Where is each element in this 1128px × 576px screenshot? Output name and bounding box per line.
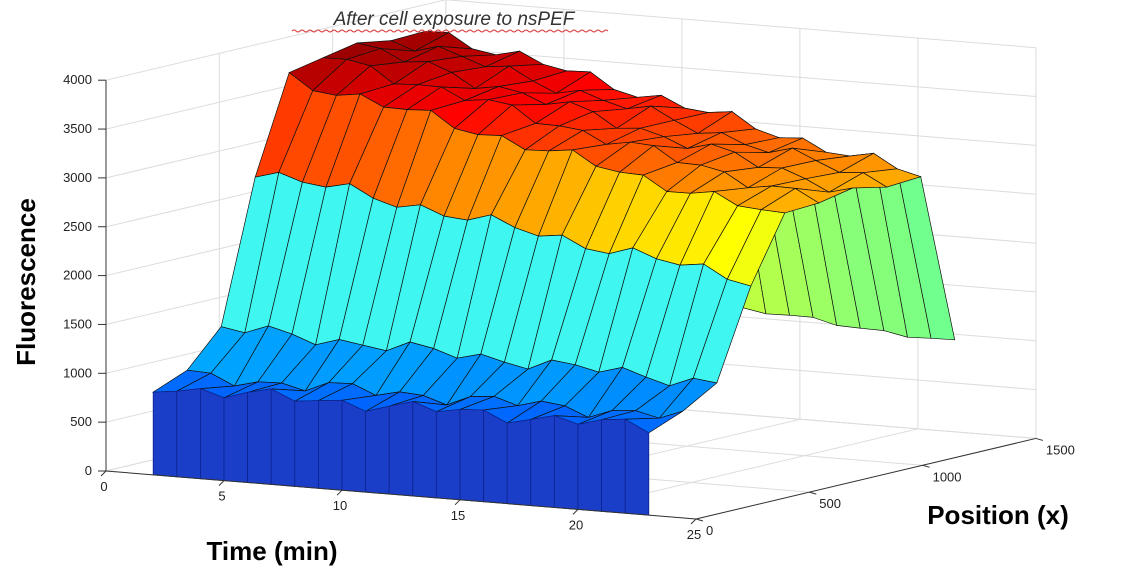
surface-skirt-face: [294, 400, 319, 489]
surface-skirt-face: [483, 409, 508, 505]
surface-skirt-face: [601, 418, 626, 514]
surface-skirt-face: [554, 415, 579, 510]
time-tick-mark: [100, 470, 107, 477]
surface-skirt-face: [365, 405, 390, 495]
grid-line-z: [105, 0, 1036, 81]
x-axis-title: Time (min): [207, 536, 338, 566]
surface-skirt-face: [270, 388, 296, 487]
time-tick-mark: [690, 518, 697, 525]
z-tick-label: 0: [85, 463, 92, 478]
z-tick-label: 500: [70, 414, 92, 429]
surface-skirt-face: [388, 401, 414, 497]
surface-skirt-face: [624, 418, 650, 516]
y-axis-title: Position (x): [927, 500, 1069, 530]
chart-title: After cell exposure to nsPEF: [333, 9, 576, 30]
time-tick-mark: [572, 509, 579, 515]
surface-skirt-face: [317, 399, 343, 491]
surface-skirt-face: [176, 388, 201, 480]
surface-skirt-face: [412, 400, 437, 499]
position-tick-mark: [922, 464, 930, 468]
time-axis-line: [105, 470, 697, 520]
time-tick-mark: [336, 489, 343, 496]
surface-skirt-face: [223, 391, 249, 483]
z-axis-title: Fluorescence: [11, 198, 41, 366]
position-tick-mark: [809, 491, 817, 495]
time-tick-label: 10: [333, 498, 347, 513]
time-tick-label: 20: [569, 517, 583, 532]
position-tick-label: 1000: [933, 469, 962, 484]
position-tick-label: 1500: [1046, 442, 1075, 457]
time-tick-label: 5: [218, 489, 225, 504]
time-tick-mark: [454, 499, 461, 506]
time-tick-label: 15: [451, 508, 465, 523]
surface-skirt-face: [152, 390, 178, 478]
z-tick-label: 2500: [63, 219, 92, 234]
z-tick-label: 1500: [63, 316, 92, 331]
surface-skirt-face: [577, 419, 602, 512]
surface-skirt-face: [459, 409, 485, 503]
z-tick-label: 4000: [63, 72, 92, 87]
position-tick-mark: [1035, 437, 1044, 441]
surface-skirt-face: [435, 409, 461, 501]
position-tick-label: 0: [706, 523, 713, 538]
surface-skirt-face: [199, 388, 225, 482]
time-tick-label: 0: [100, 479, 107, 494]
z-tick-label: 1000: [63, 365, 92, 380]
time-tick-mark: [218, 480, 225, 486]
position-axis-line: [695, 437, 1037, 520]
surface-skirt-face: [247, 388, 272, 485]
position-tick-mark: [695, 518, 704, 522]
z-tick-label: 3500: [63, 121, 92, 136]
surface-skirt-face: [506, 419, 532, 507]
z-tick-label: 2000: [63, 268, 92, 283]
surface-skirt-face: [530, 415, 555, 508]
z-tick-label: 3000: [63, 170, 92, 185]
time-tick-label: 25: [687, 527, 701, 542]
surface-mesh: [151, 30, 956, 516]
surface-skirt-face: [341, 399, 367, 493]
axes: 0 500 1000 1500 2000 2500 3000 3500 4000 0 5 10 15 20…: [63, 72, 1075, 542]
position-tick-label: 500: [819, 496, 841, 511]
title-underline: [291, 29, 609, 33]
